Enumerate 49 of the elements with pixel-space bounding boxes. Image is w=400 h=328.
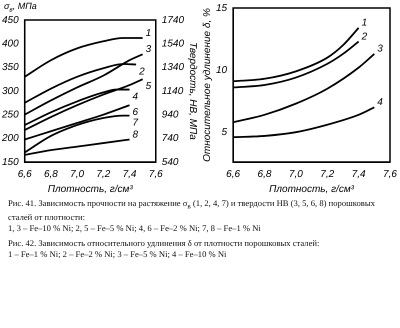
x-tick-label: 6,6 [226, 168, 241, 180]
series-label: 7 [132, 117, 139, 128]
series-label: 5 [146, 80, 152, 92]
x-tick-label: 6,8 [258, 168, 272, 180]
text: Рис. 42. Зависимость относительного удлинения δ от плотности порошковых сталей: [8, 238, 320, 249]
x-tick-label: 7,2 [96, 168, 111, 180]
series-label: 3 [377, 44, 384, 55]
x-tick-label: 6,6 [18, 168, 32, 180]
series-label: 2 [360, 31, 368, 42]
y-tick-label: 5 [222, 126, 228, 138]
y2-tick-label: 740 [162, 133, 179, 144]
x-tick-label: 7,4 [352, 168, 366, 180]
y2-tick-label: 1340 [162, 62, 184, 74]
y-tick-label: 10 [216, 64, 228, 76]
y-tick-label: 15 [216, 2, 228, 14]
text: 1, 3 – Fe–10 % Ni; 2, 5 – Fe–5 % Ni; 4, 6 – Fe–2 % Ni; 7, 8 – Fe–1 % Ni [8, 222, 262, 234]
text: 1 – Fe–1 % Ni; 2 – Fe–2 % Ni; 3 – Fe–5 % Ni; 4 – Fe–10 % Ni [8, 248, 228, 260]
series-label: 3 [146, 44, 152, 56]
series-label: 4 [132, 91, 139, 102]
y-tick-label: 450 [2, 14, 20, 26]
series-label: 2 [138, 66, 146, 78]
y2-tick-label: 1740 [162, 14, 184, 26]
y2-tick-label: 540 [162, 156, 179, 168]
x-tick-label: 7,2 [320, 168, 335, 180]
x-tick-label: 7,6 [383, 168, 398, 180]
series-label: 6 [132, 106, 139, 118]
text: Рис. 41. Зависимость прочности на растяжение σ$_{в}$ (1, 2, 4, 7) и твердости HB (3, 5, 6, 8) порошковых сталей от плотности: [8, 198, 375, 222]
y-tick-label: 300 [2, 86, 20, 97]
x-tick-label: 7,0 [288, 168, 304, 180]
y2-axis-title: Твердость, HB, МПа [187, 42, 198, 140]
y2-tick-label: 940 [162, 109, 179, 120]
x-tick-label: 7,0 [70, 168, 84, 180]
y-tick-label: 250 [0, 109, 20, 120]
x-axis-title: Плотность, г/см³ [48, 184, 134, 195]
series-label: 4 [377, 97, 384, 108]
y-axis-title: Относительное удлинение δ, % [202, 8, 213, 162]
y-tick-label: 350 [2, 62, 20, 74]
y-tick-label: 400 [2, 38, 20, 50]
x-tick-label: 7,4 [122, 168, 137, 180]
x-tick-label: 7,6 [148, 168, 164, 180]
x-axis-title: Плотность, г/см³ [269, 184, 355, 195]
y-tick-label: 200 [0, 133, 20, 144]
y2-tick-label: 1540 [162, 38, 184, 50]
x-tick-label: 6,8 [44, 168, 58, 180]
series-label: 1 [362, 18, 368, 29]
y2-tick-label: 1140 [162, 86, 184, 97]
y-tick-label: 150 [2, 156, 20, 168]
series-label: 8 [132, 129, 139, 140]
series-label: 1 [146, 28, 152, 39]
